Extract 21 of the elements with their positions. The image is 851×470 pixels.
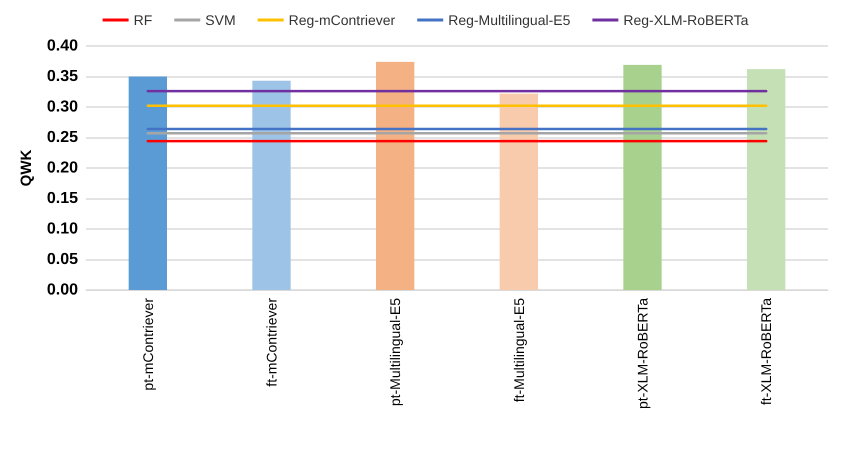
y-tick-label: 0.15 — [46, 190, 78, 207]
x-tick-label: ft-mContriever — [264, 298, 280, 387]
legend-label: Reg-Multilingual-E5 — [448, 12, 571, 28]
y-axis-title: QWK — [18, 150, 35, 186]
x-tick-label: ft-Multilingual-E5 — [510, 298, 527, 402]
y-tick-label: 0.10 — [46, 220, 78, 238]
y-tick-label: 0.40 — [46, 38, 78, 54]
x-tick-label: pt-mContriever — [140, 298, 156, 391]
y-tick-label: 0.05 — [46, 251, 78, 268]
x-tick-label: pt-XLM-RoBERTa — [634, 298, 650, 410]
y-tick-label: 0.35 — [46, 68, 78, 85]
y-tick-label: 0.20 — [46, 160, 78, 176]
y-tick-label: 0.30 — [46, 98, 78, 116]
y-tick-label: 0.00 — [46, 282, 78, 298]
legend-label: RF — [134, 12, 152, 28]
x-tick-label: pt-Multilingual-E5 — [387, 298, 404, 406]
legend-label: SVM — [205, 12, 236, 28]
x-tick-label: ft-XLM-RoBERTa — [758, 298, 774, 406]
legend-label: Reg-mContriever — [288, 12, 396, 28]
y-tick-label: 0.25 — [46, 129, 78, 146]
legend-label: Reg-XLM-RoBERTa — [623, 12, 749, 28]
